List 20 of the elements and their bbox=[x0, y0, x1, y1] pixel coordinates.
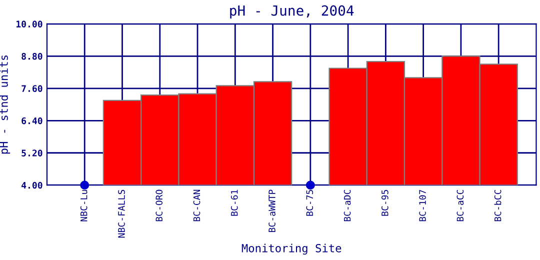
x-tick-label: BC-bCC bbox=[494, 190, 502, 222]
x-tick-label: BC-aDC bbox=[344, 190, 351, 222]
x-tick-label: BC-CAN bbox=[193, 190, 200, 222]
x-tick-label: BC-95 bbox=[382, 190, 388, 216]
chart-title: pH - June, 2004 bbox=[230, 5, 354, 18]
y-tick-label: 7.60 bbox=[22, 85, 42, 92]
x-axis-title: Monitoring Site bbox=[242, 244, 342, 255]
y-tick-label: 8.80 bbox=[22, 52, 42, 60]
x-tick-label: BC-aWWTP bbox=[268, 190, 276, 232]
x-tick-label: NBC-FALLS bbox=[118, 190, 125, 238]
y-tick-label: 5.20 bbox=[22, 150, 42, 156]
x-tick-label: BC-aCC bbox=[456, 190, 464, 222]
x-tick-label: BC-61 bbox=[230, 190, 238, 216]
x-tick-label: NBC-Lu bbox=[80, 190, 88, 222]
y-tick-label: 10.00 bbox=[16, 20, 42, 28]
y-tick-label: 4.00 bbox=[22, 182, 42, 189]
x-tick-label: BC-107 bbox=[419, 190, 426, 222]
x-tick-label: BC-75 bbox=[306, 190, 314, 216]
x-tick-label: BC-ORO bbox=[156, 190, 163, 222]
y-tick-label: 6.40 bbox=[22, 117, 42, 124]
